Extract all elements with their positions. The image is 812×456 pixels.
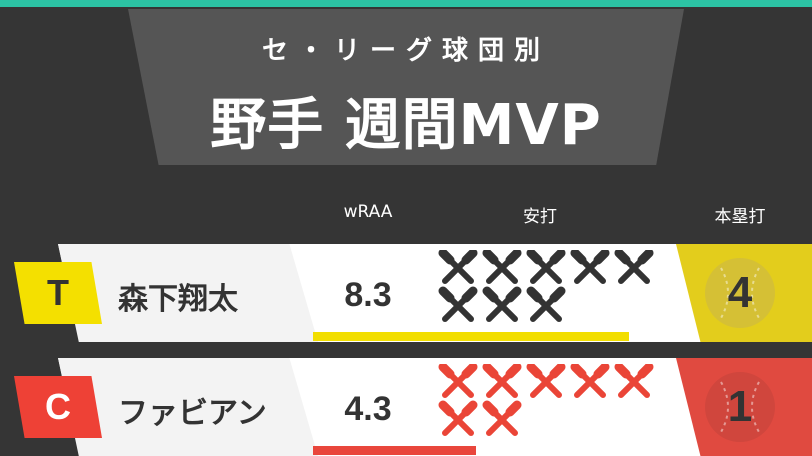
- team-badge-label: C: [45, 386, 71, 427]
- wraa-bar: [313, 446, 476, 455]
- player-name: ファビアン: [118, 396, 267, 431]
- crossed-bats-icon: [570, 250, 610, 284]
- crossed-bats-icon: [482, 364, 522, 398]
- name-area: [58, 358, 318, 456]
- crossed-bats-icon: [614, 364, 654, 398]
- crossed-bats-icon: [482, 286, 522, 322]
- subtitle: セ・リーグ球団別: [261, 36, 550, 66]
- baseball-icon: 1: [705, 372, 775, 442]
- crossed-bats-icon: [526, 286, 566, 322]
- column-header-wraa: wRAA: [343, 202, 393, 222]
- page-title: 野手 週間MVP: [210, 93, 602, 158]
- title-panel: [128, 9, 684, 165]
- crossed-bats-icon: [614, 250, 654, 284]
- crossed-bats-icon: [482, 400, 522, 436]
- player-row: C ファビアン 4.3 1: [0, 358, 812, 456]
- wraa-value: 4.3: [344, 390, 392, 428]
- crossed-bats-icon: [438, 286, 478, 322]
- crossed-bats-icon: [526, 364, 566, 398]
- crossed-bats-icon: [438, 250, 478, 284]
- crossed-bats-icon: [526, 250, 566, 284]
- column-header-home-runs: 本塁打: [714, 207, 766, 227]
- wraa-bar: [313, 332, 629, 341]
- team-badge: T: [14, 262, 102, 324]
- crossed-bats-icon: [482, 250, 522, 284]
- team-badge: C: [14, 376, 102, 438]
- crossed-bats-icon: [438, 364, 478, 398]
- team-badge-label: T: [47, 272, 69, 313]
- hits-icons: [438, 364, 654, 436]
- baseball-icon: 4: [705, 258, 775, 328]
- column-header-hits: 安打: [523, 207, 557, 227]
- crossed-bats-icon: [438, 400, 478, 436]
- home-run-count: 1: [727, 382, 753, 431]
- player-name: 森下翔太: [118, 282, 238, 317]
- name-area: [58, 244, 318, 342]
- player-row: T 森下翔太 8.3 4: [0, 244, 812, 342]
- crossed-bats-icon: [570, 364, 610, 398]
- top-accent-strip: [0, 0, 812, 7]
- hits-icons: [438, 250, 654, 322]
- wraa-value: 8.3: [344, 276, 392, 314]
- home-run-count: 4: [727, 268, 753, 317]
